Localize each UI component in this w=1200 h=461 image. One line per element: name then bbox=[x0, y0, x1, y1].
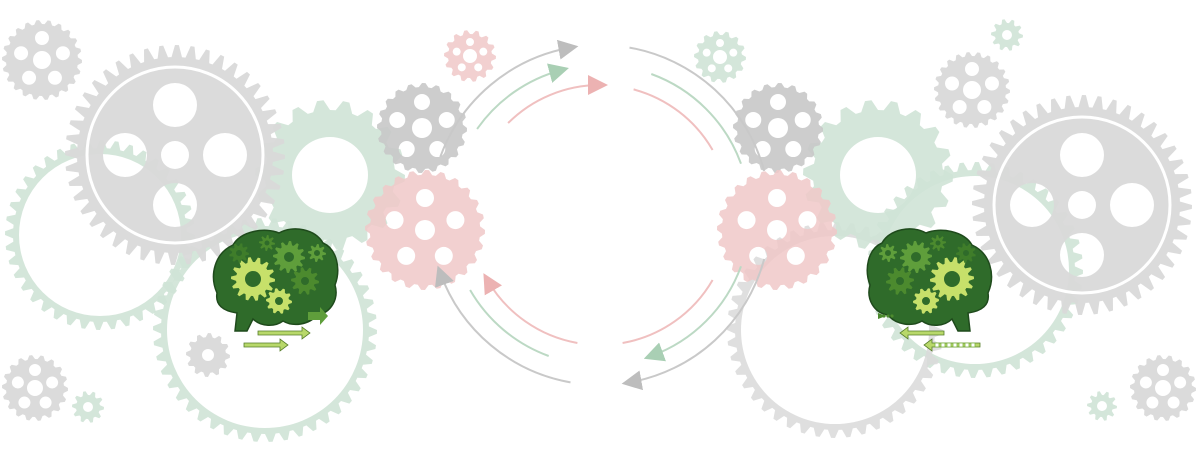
gear-icon bbox=[229, 243, 249, 263]
arrow-segment bbox=[940, 342, 946, 348]
gear-icon bbox=[2, 20, 82, 100]
cycle-arrow-icon bbox=[469, 289, 550, 357]
cycle-arrow-icon bbox=[439, 39, 579, 158]
arrow-dot bbox=[890, 314, 894, 318]
arrow-left-icon bbox=[878, 313, 886, 319]
arrow-right-icon bbox=[257, 326, 311, 340]
gear-icon bbox=[259, 235, 275, 251]
cycle-arrow-icon bbox=[476, 63, 569, 130]
gear-icon bbox=[291, 267, 319, 295]
gear-icon bbox=[934, 52, 1010, 128]
cycle-arrow-icon bbox=[621, 258, 766, 391]
arrow-left-icon bbox=[899, 326, 945, 340]
gear-icon bbox=[1130, 355, 1196, 421]
gear-icon bbox=[972, 95, 1192, 315]
gear-icon bbox=[991, 19, 1023, 51]
gear-icon bbox=[231, 257, 275, 301]
cycle-arrow-icon bbox=[435, 265, 571, 384]
gear-icon bbox=[266, 288, 292, 314]
gear-icon bbox=[255, 100, 405, 250]
gear-icon bbox=[2, 355, 68, 421]
gear-icon bbox=[956, 243, 976, 263]
gear-ring bbox=[85, 65, 265, 245]
brain-gears-icon bbox=[866, 228, 993, 332]
gear-icon bbox=[930, 235, 946, 251]
central-cycle-arrows bbox=[435, 39, 766, 391]
gear-icon bbox=[803, 100, 953, 250]
gear-icon bbox=[900, 241, 932, 273]
arrow-right-icon bbox=[308, 307, 328, 325]
gear-icon bbox=[377, 83, 467, 173]
gear-icon bbox=[308, 244, 326, 262]
gear-icon bbox=[694, 31, 746, 83]
cycle-arrow-icon bbox=[633, 88, 714, 151]
gear-icon bbox=[444, 30, 496, 82]
gear-ring bbox=[992, 115, 1172, 295]
brain-icons bbox=[212, 228, 993, 352]
cycle-arrow-icon bbox=[650, 73, 742, 165]
gear-icon bbox=[65, 45, 285, 265]
arrow-segment bbox=[964, 342, 970, 348]
arrow-dot bbox=[882, 314, 886, 318]
cycle-arrow-icon bbox=[622, 279, 714, 344]
gear-icon bbox=[717, 170, 837, 290]
gear-icon bbox=[879, 244, 897, 262]
background-gears bbox=[2, 19, 1196, 442]
gear-icon bbox=[913, 288, 939, 314]
arrow-right-icon bbox=[243, 338, 289, 352]
cycle-arrow-icon bbox=[507, 75, 608, 124]
arrow-dot bbox=[886, 314, 890, 318]
arrow-segment bbox=[934, 342, 940, 348]
gear-icon bbox=[72, 391, 104, 423]
arrow-segment bbox=[946, 342, 952, 348]
brain-gears-icon bbox=[212, 228, 339, 332]
cycle-arrow-icon bbox=[483, 273, 578, 344]
arrow-segment bbox=[970, 342, 976, 348]
gear-icon bbox=[930, 257, 974, 301]
cycle-arrow-icon bbox=[629, 46, 766, 172]
gear-icon bbox=[365, 170, 485, 290]
gear-icon bbox=[273, 241, 305, 273]
arrow-segment bbox=[958, 342, 964, 348]
gear-icon bbox=[186, 333, 230, 377]
gear-icon bbox=[1087, 391, 1117, 421]
arrow-segment bbox=[952, 342, 958, 348]
gear-icon bbox=[886, 267, 914, 295]
cycle-arrow-icon bbox=[643, 265, 742, 362]
gear-icon bbox=[733, 83, 823, 173]
